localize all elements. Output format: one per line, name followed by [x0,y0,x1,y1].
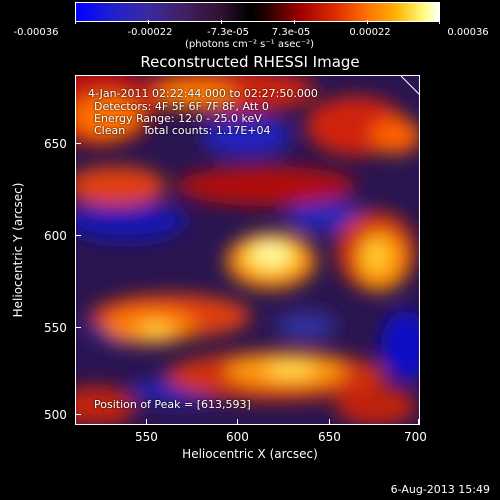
colorbar [75,2,440,22]
y-tick-label: 500 [44,408,67,422]
colorbar-tick [367,20,368,24]
x-axis-label: Heliocentric X (arcsec) [182,447,318,461]
colorbar-tick [294,20,295,24]
colorbar-tick [439,20,440,24]
colorbar-label: -7.3e-05 [207,27,249,38]
colorbar-label: -0.00036 [13,27,59,38]
colorbar-label: 0.00022 [349,27,391,38]
x-tick-label: 550 [135,430,158,444]
detectors-text: Detectors: 4F 5F 6F 7F 8F, Att 0 [94,100,269,113]
y-axis-tick [75,235,81,236]
x-axis-tick [237,419,238,425]
colorbar-unit: (photons cm⁻² s⁻¹ asec⁻²) [185,39,315,50]
x-tick-label: 600 [226,430,249,444]
colorbar-label: 7.3e-05 [271,27,311,38]
plot-title: Reconstructed RHESSI Image [140,53,360,71]
peak-position-text: Position of Peak = [613,593] [94,398,251,411]
colorbar-label: -0.00022 [127,27,173,38]
colorbar-tick [75,20,76,24]
y-axis-tick [75,327,81,328]
colorbar-tick [221,20,222,24]
y-axis-tick [75,143,81,144]
clean-counts-text: Clean Total counts: 1.17E+04 [94,124,271,137]
colorbar-tick [148,20,149,24]
generation-date: 6-Aug-2013 15:49 [390,483,490,496]
y-tick-label: 600 [44,229,67,243]
energy-range-text: Energy Range: 12.0 - 25.0 keV [94,112,262,125]
rhessi-image-graphic [76,76,419,424]
colorbar-label: 0.00036 [447,27,489,38]
time-range-text: 4-Jan-2011 02:22:44.000 to 02:27:50.000 [88,87,318,100]
x-axis-tick [146,419,147,425]
x-axis-tick [418,419,419,425]
x-tick-label: 700 [404,430,427,444]
y-tick-label: 650 [44,137,67,151]
y-axis-tick [75,414,81,415]
x-axis-tick [329,419,330,425]
y-axis-label: Heliocentric Y (arcsec) [11,182,25,318]
x-tick-label: 650 [318,430,341,444]
rhessi-image [75,75,420,425]
y-tick-label: 550 [44,321,67,335]
